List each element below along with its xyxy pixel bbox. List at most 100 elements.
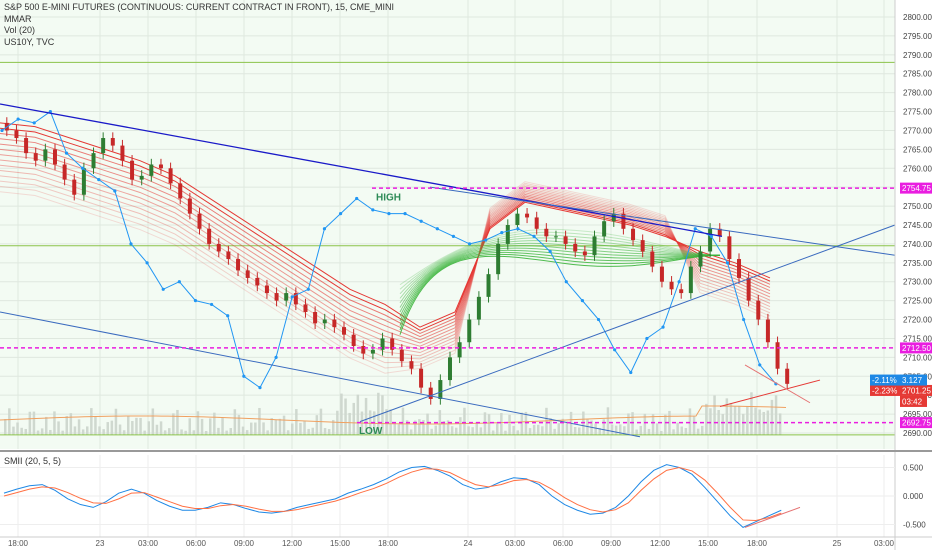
candle-body — [130, 160, 135, 180]
candle-body — [52, 149, 57, 165]
us10y-point — [306, 287, 310, 291]
y-tick-label: 2775.00 — [903, 108, 932, 117]
volume-bar — [401, 407, 405, 435]
us10y-point — [322, 227, 327, 231]
candle-body — [293, 293, 298, 305]
volume-bar — [578, 427, 581, 435]
candle-body — [563, 236, 568, 244]
mmar-ribbon-line — [0, 148, 771, 344]
volume-bar — [459, 417, 462, 435]
volume-bar — [717, 409, 720, 435]
volume-bar — [295, 409, 298, 435]
volume-bar — [262, 422, 265, 435]
us10y-point — [226, 314, 230, 318]
volume-bar — [221, 417, 224, 435]
candle-body — [255, 277, 260, 286]
us10y-point — [290, 295, 294, 299]
us10y-point — [48, 109, 52, 114]
mmar-ribbon-line — [0, 159, 771, 350]
volume-bar — [36, 430, 40, 435]
candle-body — [380, 338, 385, 350]
us10y-point — [193, 299, 198, 303]
axis-tag-bg — [900, 342, 932, 354]
candle-body — [428, 387, 433, 399]
candle-body — [679, 289, 684, 294]
candle-body — [746, 277, 751, 301]
volume-bar — [307, 428, 310, 435]
volume-bar — [28, 411, 32, 435]
volume-bar — [12, 426, 15, 435]
candle-body — [101, 138, 106, 154]
volume-bar — [725, 398, 729, 435]
mmar-ribbon-line — [0, 170, 771, 357]
candle-body — [313, 311, 318, 324]
volume-bar — [774, 395, 778, 435]
volume-bar — [147, 421, 150, 435]
axis-tag-bg — [900, 395, 927, 407]
us10y-point — [580, 299, 585, 303]
volume-bar — [627, 413, 630, 435]
candle-body — [553, 236, 558, 238]
volume-bar — [614, 425, 618, 435]
x-tick-label: 12:00 — [650, 539, 671, 548]
mmar-green-line — [399, 245, 721, 313]
axis-tag-bg — [900, 182, 932, 194]
legend-us10y: US10Y, TVC — [4, 36, 55, 47]
volume-bar — [188, 418, 191, 435]
us10y-point — [113, 189, 117, 193]
volume-bar — [311, 427, 314, 435]
x-tick-label: 23 — [96, 539, 105, 548]
y-tick-label: 2795.00 — [903, 32, 932, 41]
volume-bar — [430, 428, 433, 435]
axis-tag-text: 3.127 — [902, 376, 923, 385]
volume-bar — [487, 414, 491, 435]
y-tick-label: 2715.00 — [903, 334, 932, 343]
us10y-point — [338, 212, 343, 216]
volume-bar — [61, 430, 64, 435]
candle-body — [631, 228, 636, 241]
volume-bar — [270, 418, 273, 435]
volume-bar — [688, 408, 692, 435]
us10y-point — [97, 178, 101, 182]
y-tick-label: 2725.00 — [903, 297, 932, 306]
volume-bar — [40, 428, 44, 435]
candle-body — [187, 198, 192, 214]
y-tick-label: 2735.00 — [903, 259, 932, 268]
volume-bar — [512, 425, 515, 435]
candle-body — [236, 259, 241, 271]
us10y-point — [161, 287, 165, 291]
candle-body — [582, 251, 587, 256]
y-tick-label: 2720.00 — [903, 316, 932, 325]
candle-body — [24, 138, 29, 154]
candle-body — [81, 168, 86, 195]
volume-bar — [647, 428, 651, 435]
candle-body — [332, 319, 337, 328]
volume-bar — [20, 427, 23, 435]
candle-body — [669, 281, 674, 290]
volume-bar — [651, 414, 655, 435]
volume-bar — [192, 430, 196, 435]
volume-bar — [631, 412, 634, 435]
volume-bar — [303, 420, 306, 435]
volume-bar — [323, 428, 327, 435]
candle-body — [476, 296, 481, 320]
volume-bar — [143, 430, 146, 435]
volume-bar — [49, 429, 52, 435]
x-tick-label: 18:00 — [747, 539, 768, 548]
volume-bar — [336, 410, 339, 435]
volume-bar — [639, 425, 642, 435]
us10y-point — [258, 386, 262, 390]
us10y-point — [403, 212, 407, 216]
volume-bar — [660, 430, 663, 435]
us10y-point — [0, 128, 4, 133]
volume-bar — [606, 407, 610, 435]
us10y-point — [516, 227, 520, 231]
volume-bar — [122, 430, 126, 435]
volume-bar — [135, 417, 138, 435]
volume-bar — [623, 426, 626, 435]
volume-bar — [750, 392, 753, 435]
candle-body — [399, 349, 404, 362]
volume-bar — [701, 425, 704, 435]
volume-bar — [713, 395, 716, 435]
